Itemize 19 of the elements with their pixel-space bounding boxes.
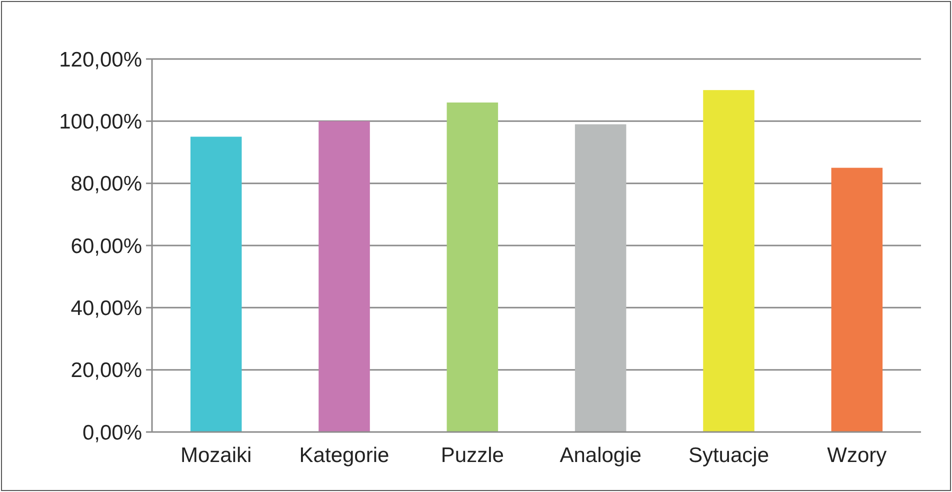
y-tick-label: 40,00% (70, 297, 142, 320)
bar (446, 102, 498, 432)
x-tick-label: Mozaiki (180, 444, 252, 467)
x-tick-label: Analogie (560, 444, 642, 467)
y-tick-label: 60,00% (70, 234, 142, 258)
bar (574, 124, 626, 432)
bar (703, 90, 754, 432)
x-tick-label: Wzory (827, 444, 888, 467)
x-tick-label: Kategorie (299, 444, 390, 467)
x-tick-label: Puzzle (440, 444, 504, 467)
bar (318, 121, 370, 432)
y-tick-label: 0,00% (82, 421, 142, 444)
x-tick-label: Sytuacje (688, 444, 770, 467)
bar (831, 168, 883, 432)
y-tick-label: 20,00% (70, 359, 142, 382)
y-tick-label: 80,00% (70, 172, 142, 196)
y-tick-label: 120,00% (59, 48, 142, 72)
bar (190, 136, 242, 432)
y-tick-label: 100,00% (59, 110, 142, 134)
